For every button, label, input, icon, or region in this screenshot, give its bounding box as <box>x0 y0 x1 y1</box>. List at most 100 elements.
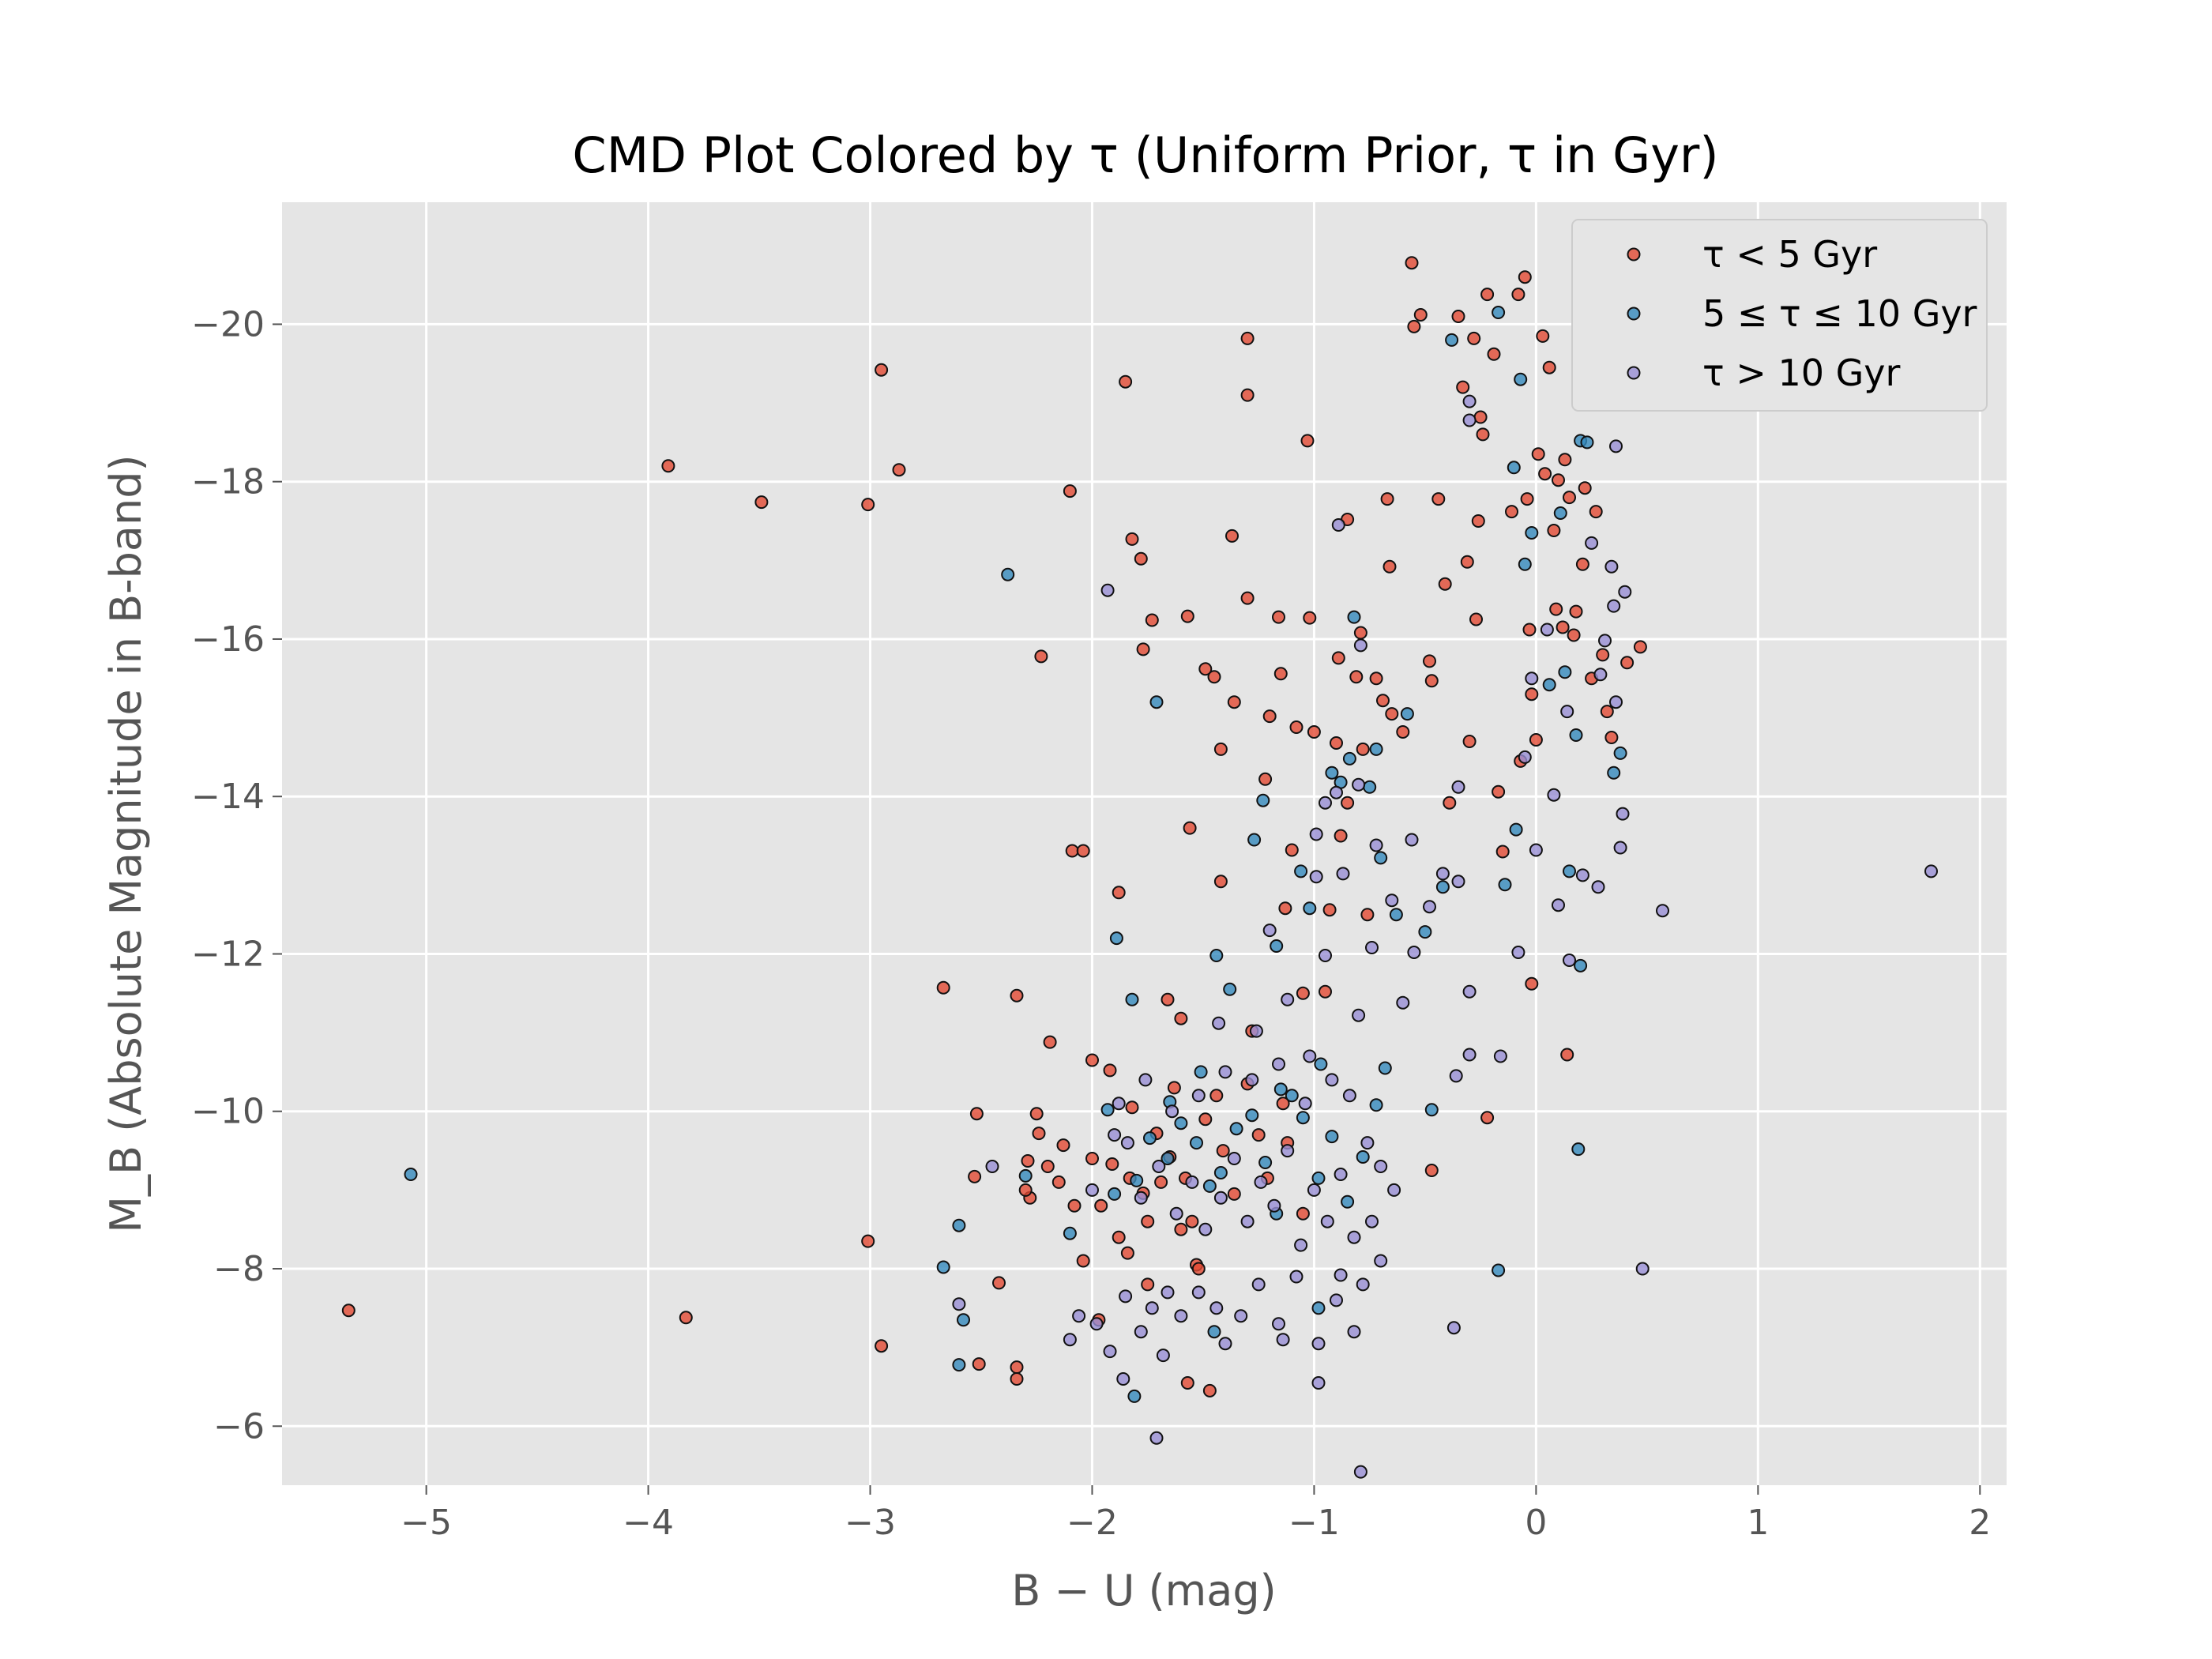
data-point <box>1112 886 1126 900</box>
data-point <box>1505 505 1518 519</box>
data-point <box>1552 473 1565 487</box>
data-point <box>952 1297 966 1311</box>
data-point <box>875 1339 889 1353</box>
data-point <box>1609 695 1623 709</box>
x-tick-label: 1 <box>1747 1503 1769 1543</box>
data-point <box>1285 1089 1299 1103</box>
data-point <box>936 1260 950 1274</box>
data-point <box>1365 941 1379 954</box>
data-point <box>1492 1263 1506 1277</box>
data-point <box>1418 925 1432 939</box>
data-point <box>1334 829 1348 843</box>
data-point <box>1174 1222 1188 1236</box>
data-point <box>1094 1198 1108 1213</box>
data-point <box>1522 623 1537 637</box>
data-point <box>1010 988 1024 1003</box>
data-point <box>1218 1065 1232 1079</box>
data-point <box>1445 333 1459 347</box>
data-point <box>1511 288 1525 302</box>
data-point <box>1331 651 1345 665</box>
axis-ticks: −5 −4 −3 −2 −1 0 1 2−20−18−16−14−12−10−8−6 <box>191 304 1991 1543</box>
data-point <box>1229 1122 1243 1136</box>
data-point <box>1536 329 1550 343</box>
data-point <box>1400 707 1414 721</box>
data-point <box>1369 838 1383 852</box>
data-point <box>1127 1389 1142 1403</box>
data-point <box>1374 851 1388 865</box>
data-point <box>1120 1246 1134 1260</box>
data-point <box>1298 1097 1312 1111</box>
data-point <box>1063 484 1077 498</box>
data-point <box>1558 453 1572 467</box>
data-point <box>1531 447 1545 461</box>
data-point <box>1100 583 1115 597</box>
data-point <box>1574 958 1588 972</box>
data-point <box>1120 1136 1134 1150</box>
data-point <box>1108 1187 1122 1201</box>
data-point <box>1405 833 1419 847</box>
data-point <box>1258 1156 1273 1169</box>
data-point <box>1063 1333 1077 1347</box>
data-point <box>1072 1309 1086 1323</box>
data-point <box>1165 1104 1179 1119</box>
data-point <box>1575 868 1589 882</box>
data-point <box>1509 822 1523 837</box>
legend-marker <box>1627 307 1641 321</box>
data-point <box>1138 1073 1153 1087</box>
data-point <box>1542 678 1556 692</box>
data-point <box>1289 720 1304 734</box>
data-point <box>1618 585 1632 599</box>
data-point <box>1294 1238 1308 1252</box>
data-point <box>1289 1270 1304 1284</box>
grid <box>282 202 2007 1485</box>
x-tick-label: −5 <box>401 1503 452 1543</box>
data-point <box>1134 551 1148 566</box>
data-point <box>1389 908 1403 922</box>
data-point <box>936 980 950 995</box>
data-point <box>1469 612 1483 626</box>
data-point <box>992 1276 1006 1290</box>
y-tick-label: −14 <box>191 777 265 817</box>
data-point <box>1245 1108 1259 1123</box>
data-point <box>1525 687 1539 702</box>
legend-marker <box>1627 366 1641 380</box>
data-point <box>1010 1372 1024 1386</box>
data-points <box>341 256 1938 1479</box>
data-point <box>404 1168 418 1181</box>
data-point <box>1356 742 1370 756</box>
data-point <box>1152 1160 1166 1173</box>
x-tick-label: −4 <box>623 1503 674 1543</box>
data-point <box>1294 864 1308 878</box>
data-point <box>1598 634 1612 648</box>
data-point <box>1307 1183 1321 1197</box>
data-point <box>1356 1277 1370 1292</box>
data-point <box>1518 557 1532 571</box>
data-point <box>952 1218 966 1232</box>
data-point <box>1529 843 1543 857</box>
data-point <box>1198 1222 1213 1236</box>
data-point <box>1021 1154 1035 1168</box>
data-point <box>1396 995 1410 1010</box>
data-point <box>1558 665 1572 679</box>
data-point <box>1589 505 1603 519</box>
data-point <box>1473 410 1488 424</box>
data-point <box>1270 939 1284 953</box>
plot-background <box>282 202 2007 1485</box>
y-tick-label: −12 <box>191 934 265 974</box>
data-point <box>1396 725 1410 739</box>
data-point <box>1185 1214 1199 1228</box>
data-point <box>1575 557 1589 571</box>
data-point <box>1285 843 1299 857</box>
data-point <box>1134 1191 1148 1205</box>
data-point <box>1476 427 1490 442</box>
data-point <box>1347 1230 1361 1244</box>
data-point <box>1278 901 1292 916</box>
legend-label: τ < 5 Gyr <box>1702 233 1877 276</box>
data-point <box>1556 620 1570 634</box>
data-point <box>1183 821 1197 835</box>
data-point <box>969 1107 984 1121</box>
x-axis-label: B − U (mag) <box>1011 1566 1276 1616</box>
data-point <box>1604 559 1619 574</box>
data-point <box>1334 1268 1348 1282</box>
